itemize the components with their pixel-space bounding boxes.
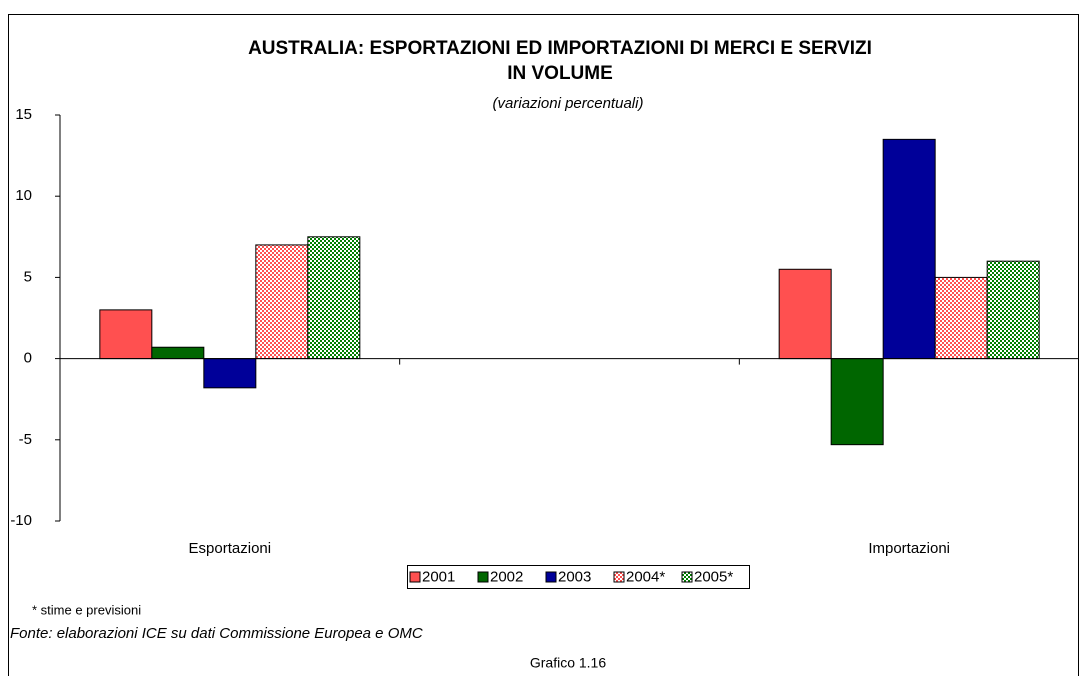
- legend-box: [407, 565, 750, 589]
- legend-swatch: [409, 571, 421, 583]
- y-tick-label: 0: [24, 350, 32, 367]
- y-tick-label: -5: [19, 431, 32, 448]
- chart-title: AUSTRALIA: ESPORTAZIONI ED IMPORTAZIONI …: [248, 38, 872, 84]
- bar: [830, 358, 884, 446]
- bar: [778, 268, 832, 360]
- source: Fonte: elaborazioni ICE su dati Commissi…: [10, 625, 423, 642]
- legend-label: 2005*: [694, 568, 733, 585]
- bar: [934, 276, 988, 360]
- bar: [882, 138, 936, 360]
- legend-label: 2003: [558, 568, 591, 585]
- bar: [307, 236, 361, 360]
- legend-swatch: [545, 571, 557, 583]
- note: * stime e previsioni: [32, 602, 141, 617]
- legend-label: 2002: [490, 568, 523, 585]
- bar: [986, 260, 1040, 360]
- legend-label: 2001: [422, 568, 455, 585]
- bar: [99, 309, 153, 360]
- legend: 2001 2002 2003 2004* 2005*: [407, 565, 750, 589]
- y-tick-label: 15: [15, 106, 32, 123]
- bar: [151, 346, 205, 360]
- legend-swatch: [681, 571, 693, 583]
- x-tick-label: Importazioni: [868, 540, 950, 557]
- legend-swatch: [477, 571, 489, 583]
- y-tick-label: -10: [10, 512, 32, 529]
- bar: [203, 358, 257, 389]
- y-tick-label: 10: [15, 187, 32, 204]
- legend-swatch: [613, 571, 625, 583]
- x-tick-label: Esportazioni: [189, 540, 272, 557]
- y-tick-label: 5: [24, 268, 32, 285]
- caption: Grafico 1.16: [530, 655, 606, 671]
- legend-label: 2004*: [626, 568, 665, 585]
- bar: [255, 244, 309, 360]
- chart-subtitle: (variazioni percentuali): [493, 95, 644, 112]
